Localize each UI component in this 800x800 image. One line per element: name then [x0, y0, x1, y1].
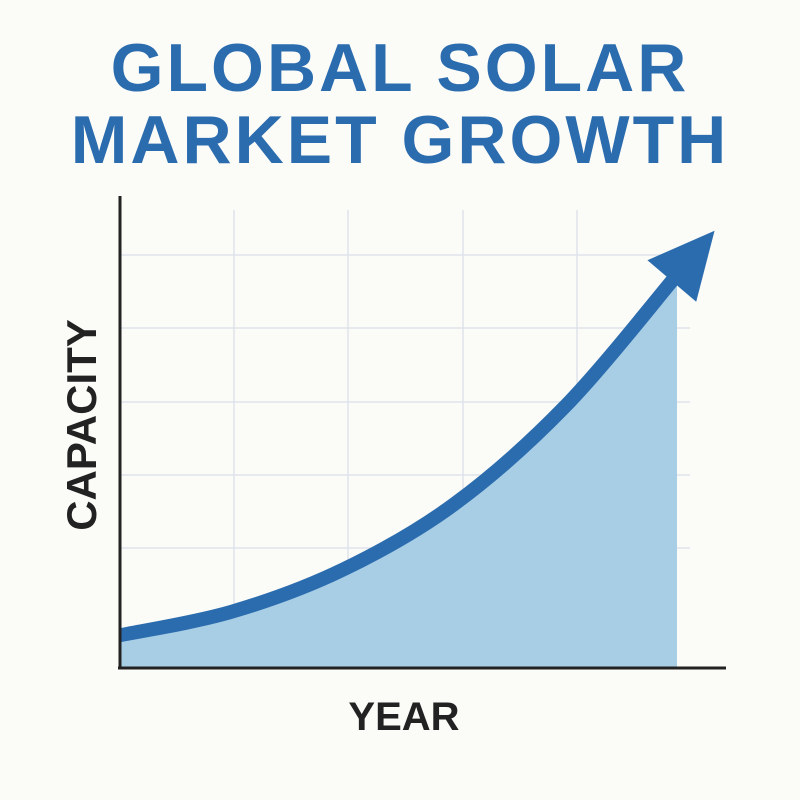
- growth-line: [118, 270, 683, 643]
- area-fill: [120, 274, 677, 668]
- y-axis-label: CAPACITY: [58, 319, 105, 531]
- arrow-head: [647, 230, 715, 302]
- plot-area: [118, 230, 715, 668]
- x-axis-label: YEAR: [348, 695, 459, 739]
- chart-title: GLOBAL SOLAR MARKET GROWTH: [70, 30, 730, 178]
